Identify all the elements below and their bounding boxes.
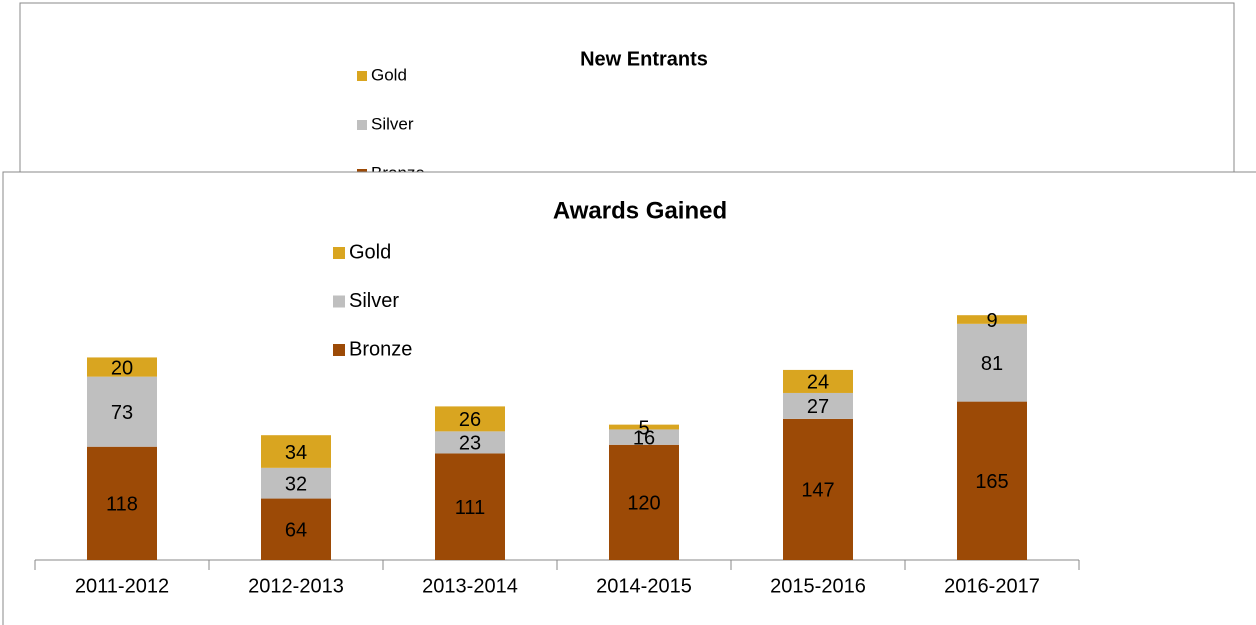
bar-segment <box>87 446 157 560</box>
x-tick-label: 2015-2016 <box>770 575 866 597</box>
data-label: 34 <box>285 442 307 464</box>
data-label: 20 <box>111 357 133 379</box>
legend-swatch <box>333 247 345 259</box>
legend-label: Bronze <box>349 338 412 360</box>
back-title: New Entrants <box>580 48 708 70</box>
bar-segment <box>87 376 157 447</box>
data-label: 32 <box>285 473 307 495</box>
legend-label: Gold <box>349 241 391 263</box>
legend-label: Silver <box>349 290 399 312</box>
legend-swatch <box>357 71 367 81</box>
bar-segment <box>609 424 679 430</box>
data-label: 23 <box>459 433 481 455</box>
legend-swatch <box>333 344 345 356</box>
data-label: 81 <box>981 353 1003 375</box>
x-tick-label: 2014-2015 <box>596 575 692 597</box>
x-tick-label: 2012-2013 <box>248 575 344 597</box>
data-label: 24 <box>807 372 829 394</box>
legend-label: Silver <box>371 114 414 133</box>
legend-swatch <box>333 295 345 308</box>
legend-swatch <box>357 120 367 130</box>
legend-label: Gold <box>371 65 407 84</box>
data-label: 73 <box>111 402 133 424</box>
bar-segment <box>435 453 505 560</box>
bar-segment <box>261 498 331 560</box>
data-label: 27 <box>807 396 829 418</box>
data-label: 120 <box>627 493 660 515</box>
bar-segment <box>435 406 505 432</box>
bar-segment <box>783 369 853 393</box>
bar-segment <box>609 429 679 445</box>
chart-title: Awards Gained <box>553 197 727 224</box>
bar-segment <box>609 444 679 560</box>
bar-segment <box>435 431 505 454</box>
x-tick-label: 2011-2012 <box>75 575 169 597</box>
bar-segment <box>783 392 853 419</box>
data-label: 147 <box>801 480 834 502</box>
data-label: 118 <box>106 494 138 516</box>
bar-segment <box>957 401 1027 560</box>
data-label: 26 <box>459 409 481 431</box>
bar-segment <box>783 418 853 560</box>
x-tick-label: 2013-2014 <box>422 575 518 597</box>
data-label: 16 <box>633 427 655 449</box>
data-label: 111 <box>455 497 485 519</box>
data-label: 64 <box>285 520 307 542</box>
data-label: 9 <box>986 310 997 332</box>
bar-segment <box>261 435 331 468</box>
data-label: 5 <box>638 417 649 439</box>
data-label: 165 <box>975 471 1008 493</box>
bar-segment <box>261 467 331 499</box>
bar-segment <box>957 323 1027 402</box>
x-tick-label: 2016-2017 <box>944 575 1040 597</box>
bar-segment <box>957 315 1027 324</box>
bar-segment <box>87 357 157 377</box>
